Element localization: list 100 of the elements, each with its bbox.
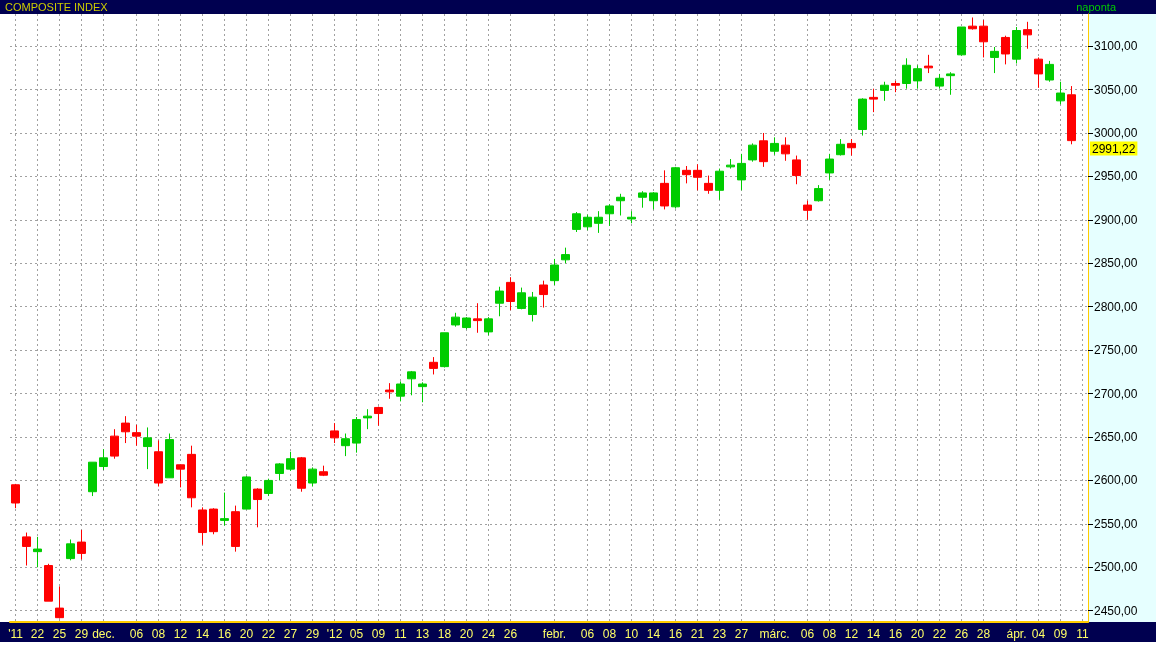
candlestick	[363, 408, 372, 430]
x-tick-label: 11	[394, 627, 408, 641]
y-tick-label: 2750,00	[1094, 343, 1138, 358]
x-tick-label: 14	[646, 627, 661, 641]
candlestick	[220, 492, 229, 527]
candlestick	[352, 416, 361, 454]
candlestick	[55, 585, 64, 620]
candlestick	[1034, 56, 1043, 89]
text: naponta	[1076, 0, 1117, 13]
candlestick	[979, 19, 988, 58]
x-tick-label: ápr.	[1006, 627, 1027, 641]
x-tick-label: 29	[305, 627, 320, 641]
y-tick-label: 3050,00	[1094, 82, 1138, 97]
candlestick	[440, 332, 449, 369]
candlestick	[33, 536, 42, 568]
candlestick	[286, 451, 295, 472]
candlestick	[770, 136, 779, 156]
candlestick	[154, 439, 163, 487]
x-tick-label: 26	[954, 627, 969, 641]
candlestick	[429, 356, 438, 375]
candlestick	[583, 214, 592, 231]
candlestick	[913, 64, 922, 90]
candlestick	[1067, 85, 1076, 145]
candlestick	[473, 302, 482, 334]
x-tick-label: 16	[888, 627, 903, 641]
y-tick-label: 3100,00	[1094, 39, 1138, 54]
candlestick	[44, 563, 53, 602]
x-tick-label: 06	[129, 627, 144, 641]
candlestick	[803, 200, 812, 221]
y-tick-label: 2850,00	[1094, 256, 1138, 271]
x-tick-label: 16	[668, 627, 683, 641]
candlestick	[880, 81, 889, 102]
x-tick-label: febr.	[542, 627, 567, 641]
candlestick	[748, 142, 757, 163]
candlestick	[561, 247, 570, 264]
x-tick-label: 11	[1076, 627, 1090, 641]
candlestick	[814, 184, 823, 203]
candlestick	[451, 312, 460, 328]
candlestick	[66, 538, 75, 561]
candlestick	[407, 370, 416, 396]
y-tick-label: 3000,00	[1094, 125, 1138, 140]
x-tick-label: 22	[932, 627, 947, 641]
x-tick-label: 12	[844, 627, 859, 641]
x-tick-label: 22	[261, 627, 276, 641]
candlestick	[550, 258, 559, 286]
candlestick	[231, 505, 240, 553]
x-tick-label: 12	[173, 627, 188, 641]
candlestick	[264, 478, 273, 497]
candlestick	[253, 487, 262, 528]
x-tick-label: '11	[8, 627, 24, 641]
y-tick-label: 2450,00	[1094, 603, 1138, 618]
candlestick	[726, 158, 735, 170]
candlestick	[374, 406, 383, 427]
candlestick	[1001, 35, 1010, 65]
y-tick-label: 2950,00	[1094, 169, 1138, 184]
candlestick	[1023, 21, 1032, 50]
candlestick	[22, 532, 31, 567]
x-tick-label: 08	[822, 627, 837, 641]
candlestick	[121, 415, 130, 444]
x-tick-label: '12	[326, 627, 343, 641]
candlestick	[242, 475, 251, 510]
candlestick	[605, 203, 614, 227]
candlestick	[1045, 60, 1054, 83]
x-tick-label: 16	[217, 627, 232, 641]
x-tick-label: 08	[151, 627, 166, 641]
candlestick	[968, 16, 977, 31]
x-tick-label: 21	[690, 627, 705, 641]
candlestick	[836, 138, 845, 157]
candlestick	[792, 155, 801, 185]
y-tick-label: 2650,00	[1094, 429, 1138, 444]
x-tick-label: 04	[1031, 627, 1046, 641]
candlestick	[946, 71, 955, 96]
candlestick	[660, 169, 669, 210]
candlestick	[781, 136, 790, 162]
candlestick	[385, 382, 394, 400]
x-tick-label: 26	[503, 627, 518, 641]
candlestick	[88, 461, 97, 497]
candlestick	[396, 380, 405, 402]
x-tick-label: 08	[602, 627, 617, 641]
x-tick-label: 23	[712, 627, 727, 641]
x-tick-label: 05	[349, 627, 364, 641]
y-tick-label: 2900,00	[1094, 212, 1138, 227]
x-tick-label: 06	[580, 627, 595, 641]
candlestick	[506, 276, 515, 311]
x-tick-label: 25	[52, 627, 67, 641]
candlestick	[1056, 81, 1065, 105]
candlestick	[462, 316, 471, 330]
x-tick-label: 29	[74, 627, 89, 641]
candlestick	[693, 163, 702, 191]
candlestick	[528, 291, 537, 322]
y-tick-label: 2500,00	[1094, 560, 1138, 575]
candlestick	[198, 506, 207, 546]
candlestick	[616, 193, 625, 217]
x-tick-label: 24	[481, 627, 496, 641]
candlestick	[990, 46, 999, 74]
chart-title: COMPOSITE INDEX	[5, 0, 109, 13]
x-tick-label: 27	[734, 627, 749, 641]
y-tick-label: 2800,00	[1094, 299, 1138, 314]
x-tick-label: 13	[415, 627, 430, 641]
x-tick-label: 09	[371, 627, 386, 641]
